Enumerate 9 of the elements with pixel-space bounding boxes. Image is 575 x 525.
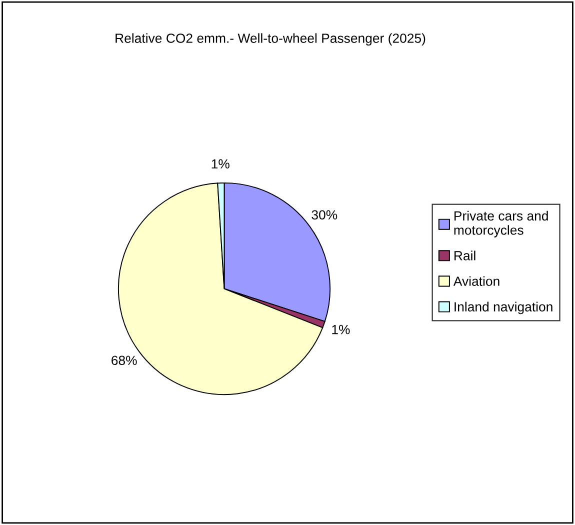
data-label: 1%	[212, 159, 230, 169]
legend-label: Rail	[454, 250, 476, 260]
legend-label: Private cars and motorcycles	[454, 210, 548, 238]
legend-label: Aviation	[453, 276, 500, 286]
data-label: 30%	[312, 210, 338, 220]
chart-title: Relative CO2 emm.- Well-to-wheel Passenger (2025)	[116, 33, 426, 46]
data-label: 68%	[112, 356, 137, 366]
legend-label: Inland navigation	[454, 302, 552, 314]
data-label: 1%	[332, 324, 350, 334]
